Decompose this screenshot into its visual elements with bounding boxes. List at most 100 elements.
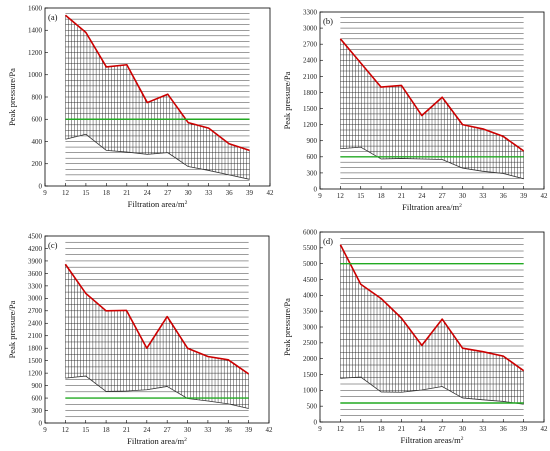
series-lower <box>340 376 524 405</box>
x-tick-label: 15 <box>82 189 90 197</box>
y-tick-label: 3600 <box>28 270 43 278</box>
y-tick-label: 2400 <box>28 320 43 328</box>
x-tick-label: 27 <box>164 426 172 434</box>
y-tick-label: 600 <box>32 116 43 124</box>
x-tick-label: 18 <box>103 189 111 197</box>
y-tick-label: 2000 <box>303 355 318 363</box>
y-tick-label: 0 <box>39 182 43 190</box>
y-tick-label: 3000 <box>303 24 318 32</box>
x-tick-label: 30 <box>459 192 467 200</box>
y-axis-label: Peak pressure/Pa <box>7 68 17 126</box>
x-axis-label-superscript: 2 <box>185 200 188 206</box>
y-tick-label: 0 <box>314 418 318 426</box>
y-tick-label: 3000 <box>28 295 43 303</box>
y-tick-label: 3300 <box>303 8 318 16</box>
y-tick-label: 1000 <box>28 71 43 79</box>
y-tick-label: 1400 <box>28 27 43 35</box>
x-axis-label: Filtration areas/m2 <box>401 435 464 445</box>
y-tick-label: 1800 <box>28 345 43 353</box>
y-tick-label: 600 <box>307 153 318 161</box>
y-tick-label: 800 <box>32 93 43 101</box>
x-tick-label: 39 <box>520 192 528 200</box>
y-tick-label: 5500 <box>303 244 318 252</box>
x-tick-label: 27 <box>439 192 447 200</box>
x-tick-label: 21 <box>398 425 406 433</box>
y-tick-label: 3500 <box>303 308 318 316</box>
x-tick-label: 9 <box>318 425 322 433</box>
x-tick-label: 9 <box>43 189 47 197</box>
x-tick-label: 21 <box>398 192 406 200</box>
x-tick-label: 9 <box>43 426 47 434</box>
y-tick-label: 3300 <box>28 282 43 290</box>
y-tick-label: 0 <box>39 419 43 427</box>
y-tick-label: 2700 <box>303 41 318 49</box>
x-axis-label-superscript: 2 <box>184 437 187 443</box>
x-tick-label: 24 <box>143 426 151 434</box>
y-tick-label: 1500 <box>28 357 43 365</box>
y-tick-label: 4500 <box>28 232 43 240</box>
plot-frame <box>44 235 270 424</box>
x-axis-label-superscript: 2 <box>459 203 462 209</box>
y-tick-label: 2100 <box>303 73 318 81</box>
panel-c: 9 12 15 18 21 24 27 30 33 36 39 42 0 300 600 900 1200 150… <box>7 232 273 446</box>
y-tick-label: 3000 <box>303 323 318 331</box>
x-tick-label: 9 <box>318 192 322 200</box>
y-tick-label: 600 <box>32 394 43 402</box>
x-tick-label: 36 <box>226 189 234 197</box>
y-tick-label: 5000 <box>303 260 318 268</box>
panel-label: (d) <box>323 236 333 246</box>
x-axis-label: Filtration area/m2 <box>128 199 188 209</box>
y-axis-label: Peak pressure/Pa <box>282 298 292 356</box>
x-tick-label: 27 <box>439 425 447 433</box>
y-tick-label: 1800 <box>303 89 318 97</box>
series-upper <box>339 38 525 152</box>
x-tick-label: 42 <box>267 189 275 197</box>
x-axis-label-superscript: 2 <box>461 436 464 442</box>
plot-frame <box>319 11 545 190</box>
x-tick-label: 42 <box>266 426 274 434</box>
x-tick-label: 12 <box>62 426 70 434</box>
series-upper <box>64 14 250 152</box>
y-tick-label: 300 <box>307 169 318 177</box>
y-tick-label: 1600 <box>28 4 43 12</box>
y-tick-label: 1500 <box>303 371 318 379</box>
x-tick-label: 24 <box>418 425 426 433</box>
x-tick-label: 18 <box>378 425 386 433</box>
x-tick-label: 42 <box>541 192 549 200</box>
x-tick-label: 39 <box>246 189 254 197</box>
x-tick-label: 30 <box>459 425 467 433</box>
x-tick-label: 33 <box>479 425 487 433</box>
series-lower <box>340 146 524 180</box>
series-lower <box>65 133 250 180</box>
x-tick-label: 24 <box>418 192 426 200</box>
x-tick-label: 30 <box>184 426 192 434</box>
panel-label: (c) <box>48 240 58 250</box>
x-tick-label: 33 <box>204 426 212 434</box>
x-tick-label: 21 <box>123 426 131 434</box>
x-tick-label: 30 <box>185 189 193 197</box>
series-lower <box>65 375 249 409</box>
x-tick-label: 33 <box>479 192 487 200</box>
y-tick-label: 1200 <box>28 370 43 378</box>
y-tick-label: 4000 <box>303 292 318 300</box>
x-tick-label: 42 <box>541 425 549 433</box>
x-tick-label: 27 <box>164 189 172 197</box>
y-tick-label: 0 <box>314 185 318 193</box>
y-tick-label: 2100 <box>28 332 43 340</box>
y-tick-label: 2400 <box>303 57 318 65</box>
y-tick-label: 400 <box>32 138 43 146</box>
panel-label: (a) <box>48 12 58 22</box>
y-tick-label: 900 <box>307 137 318 145</box>
y-tick-label: 200 <box>32 160 43 168</box>
x-tick-label: 15 <box>82 426 90 434</box>
x-tick-label: 12 <box>62 189 70 197</box>
y-tick-label: 3900 <box>28 257 43 265</box>
x-tick-label: 18 <box>103 426 111 434</box>
x-tick-label: 12 <box>337 425 345 433</box>
y-tick-label: 2500 <box>303 339 318 347</box>
x-tick-label: 24 <box>144 189 152 197</box>
x-tick-label: 39 <box>520 425 528 433</box>
y-tick-label: 1200 <box>28 49 43 57</box>
series-upper <box>64 263 250 375</box>
